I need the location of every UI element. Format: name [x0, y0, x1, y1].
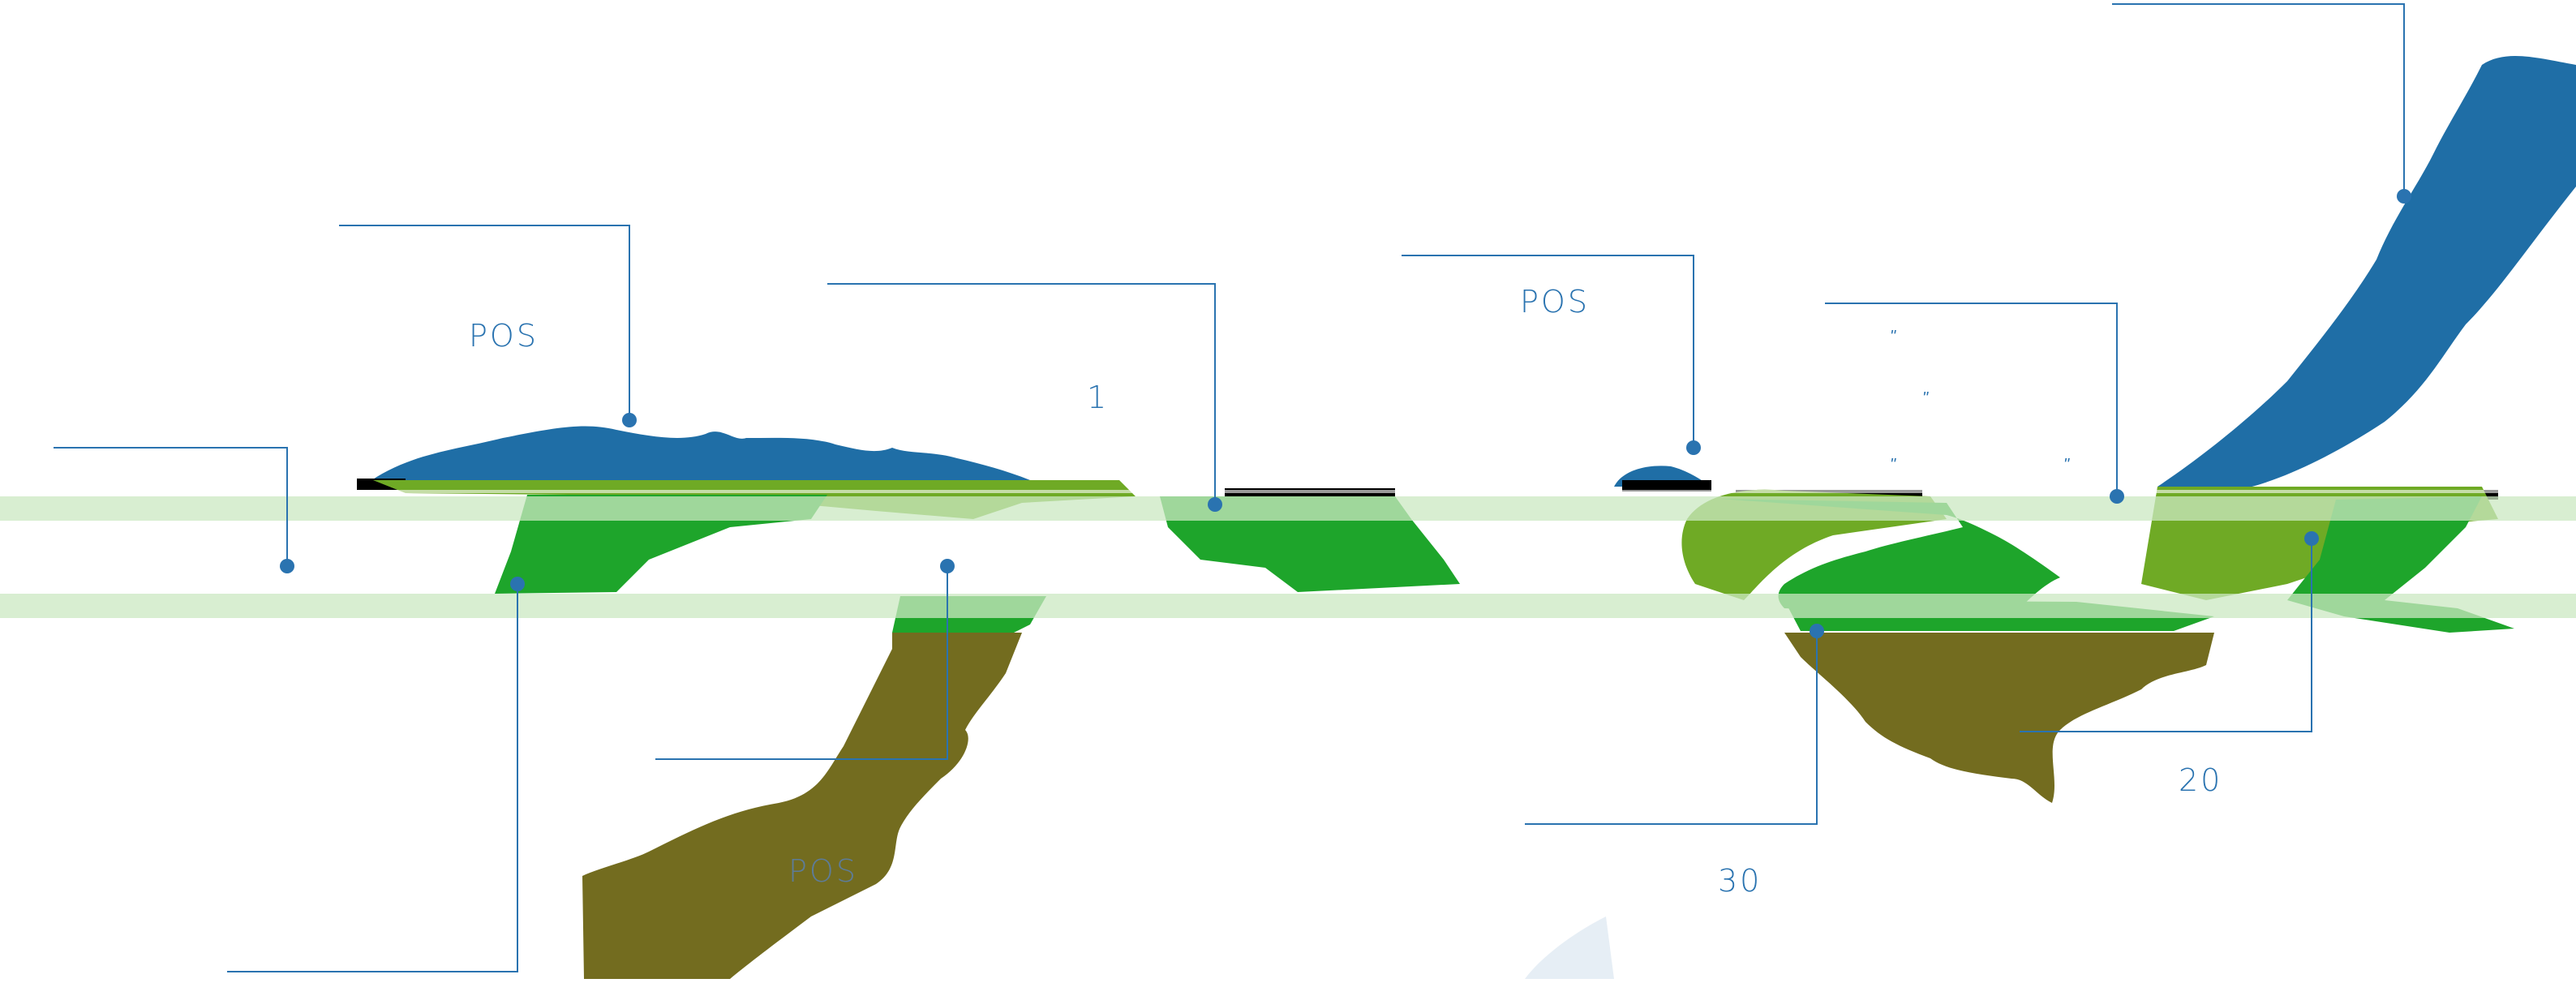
- dot-30: [1810, 624, 1824, 638]
- label-20: 20: [2179, 762, 2223, 798]
- blue-diagonal-right: [2157, 56, 2576, 491]
- blue-ridge-left: [365, 426, 1030, 485]
- leader-line-quote: [1825, 303, 2118, 496]
- quote-mark-3: ": [1890, 456, 1896, 474]
- leader-line-left-edge: [54, 447, 288, 566]
- pale-band-upper: [0, 496, 2576, 521]
- leader-line-pos-2: [1402, 255, 1694, 448]
- dot-1: [1208, 497, 1222, 512]
- leader-line-top-right: [2112, 3, 2405, 196]
- olive-lower-center: [1784, 633, 2214, 803]
- leader-line-1: [827, 283, 1216, 504]
- olive-diagonal-left: [582, 633, 1022, 979]
- quote-mark-2: ": [1922, 389, 1929, 407]
- leader-line-pos-1: [339, 225, 630, 420]
- leader-line-30: [1525, 631, 1818, 825]
- dot-quote: [2110, 489, 2124, 504]
- black-strip-center: [1622, 480, 1711, 492]
- label-1: 1: [1087, 380, 1110, 415]
- dot-20: [2304, 531, 2319, 546]
- white-gap-line: [0, 490, 2576, 493]
- label-pos-2: POS: [1520, 284, 1590, 320]
- label-pos-1: POS: [469, 318, 539, 354]
- leader-line-20: [2020, 539, 2312, 732]
- dot-pos-2: [1686, 440, 1701, 455]
- quote-mark-4: ": [2063, 456, 2070, 474]
- label-pos-3: POS: [788, 853, 858, 889]
- leader-dots: [280, 189, 2411, 638]
- leader-lines: [54, 3, 2405, 972]
- dot-left-edge: [280, 559, 294, 573]
- dot-pos-3: [510, 577, 525, 591]
- ghost-shape: [1525, 916, 1614, 979]
- label-30: 30: [1718, 863, 1762, 899]
- quote-mark-1: ": [1890, 328, 1896, 346]
- leader-line-olive: [655, 566, 948, 760]
- leader-line-pos-3: [227, 584, 518, 972]
- dot-olive: [940, 559, 955, 573]
- green-center-block: [1719, 499, 2060, 616]
- dot-top-right: [2397, 189, 2411, 204]
- dot-pos-1: [622, 413, 637, 427]
- pale-band-lower: [0, 594, 2576, 618]
